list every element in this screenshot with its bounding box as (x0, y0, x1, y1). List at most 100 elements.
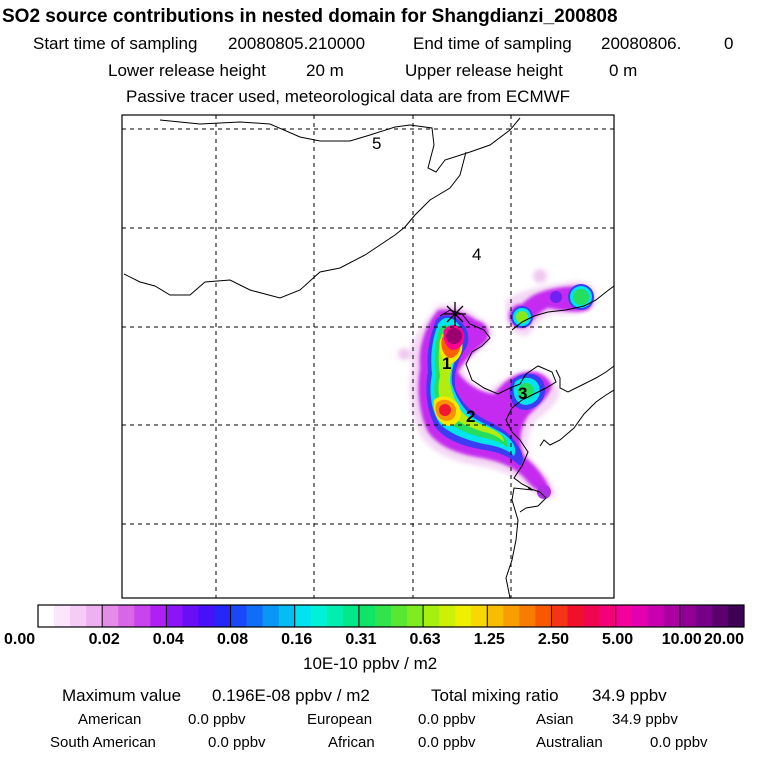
colorbar-segment (439, 605, 456, 627)
colorbar-segment (423, 605, 440, 627)
region-name-african: African (328, 734, 375, 751)
coastline-korea (539, 389, 614, 447)
region-value-south-american: 0.0 ppbv (208, 734, 266, 751)
colorbar-segment (679, 605, 697, 627)
region-value-asian: 34.9 ppbv (612, 711, 678, 728)
map-background (122, 115, 614, 598)
colorbar-segment (695, 605, 713, 627)
colorbar-segment (519, 605, 536, 627)
colorbar-segment (38, 605, 55, 627)
colorbar-tick-label: 0.04 (152, 631, 184, 648)
region-name-american: American (78, 711, 142, 728)
region-value-american: 0.0 ppbv (188, 711, 246, 728)
colorbar-tick-label: 0.00 (4, 631, 36, 648)
colorbar-segment (134, 605, 151, 627)
colorbar-tick-label: 1.25 (473, 631, 505, 648)
region-label-3: 3 (518, 384, 527, 403)
colorbar-segment (615, 605, 633, 627)
colorbar-segment (326, 605, 344, 627)
start-time-value: 20080805.210000 (228, 34, 366, 53)
colorbar-segment (407, 605, 424, 627)
end-time-suffix: 0 (724, 34, 734, 53)
coastline-northeast (511, 285, 614, 331)
colorbar-segment (374, 605, 392, 627)
tracer-note: Passive tracer used, meteorological data… (126, 87, 571, 106)
colorbar-segment (294, 605, 312, 627)
colorbar-segment (391, 605, 408, 627)
colorbar-segment (342, 605, 360, 627)
region-label-1: 1 (442, 354, 451, 373)
plume-halo-speck (533, 269, 547, 283)
max-value: 0.196E-08 ppbv / m2 (212, 686, 370, 705)
region-name-south-american: South American (50, 734, 156, 751)
colorbar-segment (166, 605, 183, 627)
colorbar-segments (38, 605, 745, 627)
map-frame (121, 114, 615, 599)
colorbar-segment (102, 605, 119, 627)
plume-halo-speck (398, 348, 410, 360)
region-name-european: European (307, 711, 373, 728)
coastline-south (519, 487, 547, 513)
region-value-african: 0.0 ppbv (418, 734, 476, 751)
colorbar-segment (631, 605, 649, 627)
colorbar-segment (647, 605, 665, 627)
region-label-layer: 5 4 1 2 3 (372, 134, 527, 426)
colorbar-segment (599, 605, 617, 627)
end-time-value: 20080806. (601, 34, 682, 53)
colorbar-segment (118, 605, 135, 627)
plume-red-south (439, 404, 451, 416)
colorbar-frame (37, 604, 745, 628)
region-label-2: 2 (466, 407, 475, 426)
colorbar-segment (567, 605, 585, 627)
total-mixing-value: 34.9 ppbv (592, 686, 667, 705)
upper-height-label: Upper release height (405, 61, 563, 80)
plume-green-cell-3 (518, 383, 534, 399)
colorbar-segment (471, 605, 488, 627)
total-mixing-label: Total mixing ratio (431, 686, 559, 705)
colorbar-tick-label: 0.63 (409, 631, 441, 648)
colorbar-segment (503, 605, 520, 627)
colorbar-segment (278, 605, 296, 627)
colorbar-segment (246, 605, 264, 627)
colorbar-tick-label: 0.02 (88, 631, 120, 648)
colorbar-segment (214, 605, 232, 627)
colorbar-segment (310, 605, 328, 627)
colorbar-segment (182, 605, 199, 627)
start-time-label: Start time of sampling (33, 34, 198, 53)
colorbar-segment (535, 605, 552, 627)
lat-lon-grid (122, 115, 614, 598)
plume-blue-cell-n (550, 291, 562, 303)
colorbar-tick-label: 0.08 (216, 631, 249, 648)
plume-darkpurple-north (446, 328, 462, 344)
coastline-bay (123, 151, 467, 299)
colorbar-segment (663, 605, 681, 627)
coastline-north (159, 117, 521, 173)
region-label-4: 4 (472, 245, 481, 264)
coastlines (123, 117, 614, 598)
colorbar-segment (727, 605, 745, 627)
colorbar-segment (198, 605, 215, 627)
station-marker-stroke (446, 305, 464, 323)
lower-height-value: 20 m (306, 61, 344, 80)
colorbar-units: 10E-10 ppbv / m2 (303, 654, 438, 673)
colorbar-segment (551, 605, 568, 627)
page-title: SO2 source contributions in nested domai… (2, 6, 618, 27)
colorbar-segment (70, 605, 87, 627)
colorbar-segment (150, 605, 167, 627)
plume-blue-cell-se (537, 485, 551, 499)
colorbar-tick-label: 10.00 (661, 631, 702, 648)
upper-height-value: 0 m (609, 61, 638, 80)
end-time-label: End time of sampling (413, 34, 572, 53)
colorbar-tick-label: 0.31 (345, 631, 377, 648)
colorbar-segment (711, 605, 729, 627)
plume-layer (398, 269, 597, 499)
region-value-australian: 0.0 ppbv (650, 734, 708, 751)
colorbar-dividers (101, 605, 681, 627)
colorbar-segment (54, 605, 71, 627)
colorbar-segment (487, 605, 504, 627)
colorbar-tick-label: 5.00 (602, 631, 634, 648)
coastline-peninsula (439, 309, 557, 598)
colorbar-tick-label: 2.50 (537, 631, 570, 648)
